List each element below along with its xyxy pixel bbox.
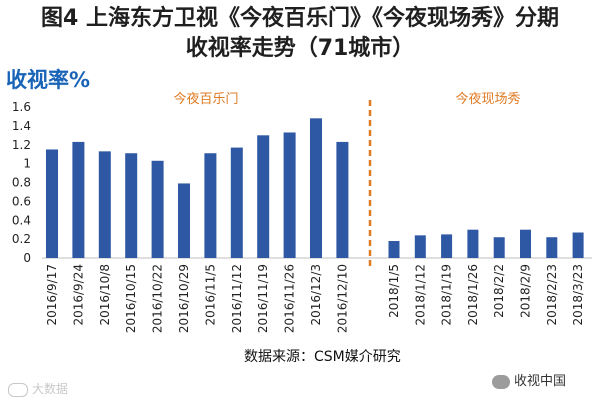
chart-title-line2: 收视率走势（71城市） bbox=[185, 36, 415, 61]
x-tick-label: 2016/9/17 bbox=[45, 264, 59, 326]
bar bbox=[204, 153, 217, 258]
y-tick-label: 0.2 bbox=[12, 232, 31, 246]
x-tick-label: 2016/10/22 bbox=[151, 264, 165, 333]
bar bbox=[230, 147, 243, 258]
x-tick-label: 2016/11/26 bbox=[283, 264, 297, 333]
watermark-left-text: 大数据 bbox=[32, 382, 69, 396]
x-tick-label: 2018/2/9 bbox=[519, 264, 533, 318]
x-tick-label: 2018/2/2 bbox=[492, 264, 506, 318]
x-tick-label: 2018/3/23 bbox=[571, 264, 585, 326]
y-tick-label: 0 bbox=[23, 251, 31, 265]
group-label: 今夜现场秀 bbox=[455, 91, 520, 107]
data-source-note: 数据来源：CSM媒介研究 bbox=[244, 349, 401, 365]
x-tick-label: 2016/12/10 bbox=[335, 264, 349, 333]
bar bbox=[572, 232, 584, 258]
x-tick-label: 2016/11/5 bbox=[203, 264, 217, 326]
y-tick-label: 0.6 bbox=[12, 194, 31, 208]
bar bbox=[520, 229, 531, 258]
bar bbox=[72, 141, 85, 258]
y-tick-label: 0.8 bbox=[12, 176, 31, 190]
bar bbox=[546, 237, 558, 258]
bar bbox=[493, 237, 505, 258]
y-tick-label: 1.2 bbox=[12, 138, 31, 152]
x-tick-label: 2016/10/8 bbox=[98, 264, 112, 326]
bar bbox=[467, 229, 479, 258]
bar bbox=[178, 183, 190, 258]
x-tick-label: 2018/2/23 bbox=[545, 264, 559, 326]
x-tick-label: 2018/1/26 bbox=[466, 264, 480, 326]
watermark-left: 大数据 bbox=[8, 380, 68, 397]
y-tick-label: 1.6 bbox=[12, 100, 31, 114]
watermark-right: 收视中国 bbox=[492, 370, 566, 389]
bar bbox=[441, 234, 453, 258]
x-tick-label: 2018/1/12 bbox=[413, 264, 427, 326]
x-tick-label: 2016/11/19 bbox=[256, 264, 270, 333]
x-tick-label: 2016/10/29 bbox=[177, 264, 191, 333]
bar bbox=[98, 151, 111, 258]
x-tick-label: 2018/1/5 bbox=[387, 264, 401, 318]
bar bbox=[310, 118, 322, 258]
x-tick-label: 2018/1/19 bbox=[440, 264, 454, 326]
x-tick-label: 2016/11/12 bbox=[230, 264, 244, 333]
chart-title-line1: 图4 上海东方卫视《今夜百乐门》《今夜现场秀》分期 bbox=[41, 6, 559, 31]
y-tick-label: 1.4 bbox=[12, 119, 31, 133]
bar bbox=[151, 160, 164, 258]
bar bbox=[414, 235, 426, 258]
bar bbox=[46, 149, 58, 258]
group-label: 今夜百乐门 bbox=[173, 91, 238, 107]
watermark-right-text: 收视中国 bbox=[514, 374, 567, 389]
bar bbox=[125, 153, 138, 258]
x-tick-label: 2016/9/24 bbox=[71, 264, 85, 326]
wechat-icon bbox=[492, 374, 510, 389]
bar bbox=[257, 135, 270, 258]
y-axis-label: 收视率% bbox=[6, 68, 91, 92]
watermark-logo-icon bbox=[8, 382, 28, 397]
x-tick-label: 2016/12/3 bbox=[309, 264, 323, 326]
bar bbox=[336, 141, 349, 258]
y-tick-label: 1 bbox=[23, 157, 31, 171]
bar bbox=[283, 132, 296, 258]
bar bbox=[388, 241, 400, 258]
x-tick-label: 2016/10/15 bbox=[124, 264, 138, 333]
y-tick-label: 0.4 bbox=[12, 213, 31, 227]
